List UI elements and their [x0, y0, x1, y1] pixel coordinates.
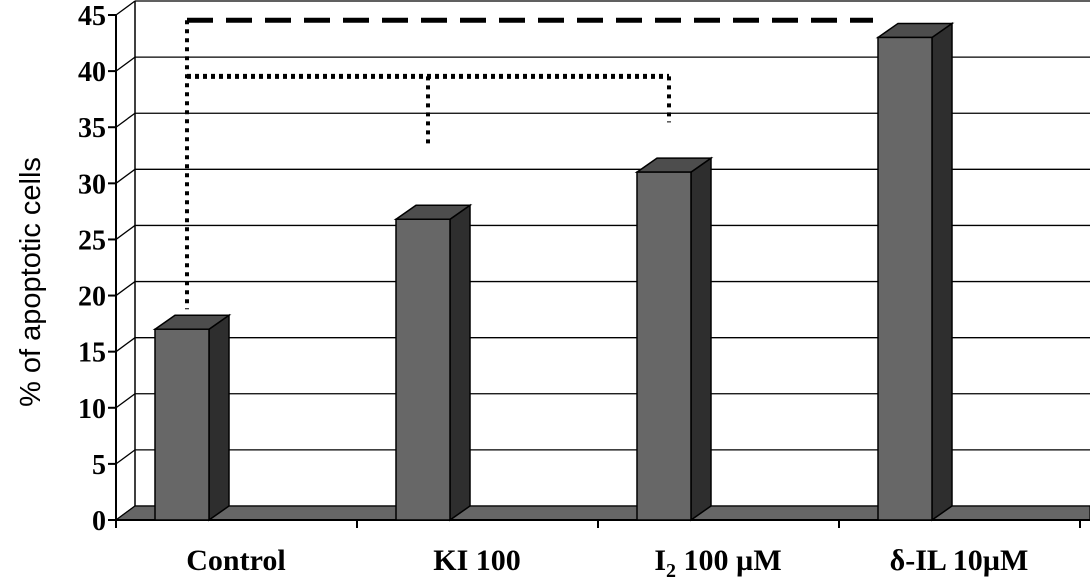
- gridline-side: [115, 224, 136, 240]
- y-tick-label: 0: [92, 506, 106, 537]
- y-tick-label: 40: [78, 57, 106, 88]
- bar-front: [877, 36, 933, 521]
- bar: [152, 313, 232, 522]
- gridline-side: [115, 393, 136, 409]
- bar-side: [931, 22, 953, 522]
- gridline-side: [115, 168, 136, 184]
- y-tick-label: 15: [78, 338, 106, 369]
- gridline-side: [115, 449, 136, 465]
- gridline-side: [115, 337, 136, 353]
- comparison-bracket: [187, 73, 671, 147]
- y-tick-label: 5: [92, 450, 106, 481]
- x-tick-label: δ-IL 10µM: [890, 544, 1029, 577]
- x-tick-label: Control: [186, 544, 285, 577]
- gridline-side: [115, 112, 136, 128]
- y-tick-label: 30: [78, 169, 106, 200]
- y-tick-label: 25: [78, 225, 106, 256]
- y-tick-label: 20: [78, 282, 106, 313]
- bar: [634, 156, 714, 522]
- y-axis-title: % of apoptotic cells: [15, 157, 47, 407]
- gridline-side: [115, 0, 136, 16]
- bar-side: [449, 203, 471, 522]
- gridline-side: [115, 56, 136, 72]
- y-tick-labels: 0 5 10 15 20 25 30 35 40 45: [78, 1, 106, 537]
- bar-front: [154, 328, 210, 521]
- x-tick-label: I2 100 µM: [654, 544, 781, 581]
- bar-front: [395, 218, 451, 521]
- bar-side: [208, 313, 230, 522]
- comparison-bracket: [185, 17, 873, 310]
- bar: [393, 203, 473, 522]
- bar-front: [636, 171, 692, 521]
- y-tick-label: 35: [78, 113, 106, 144]
- y-tick-label: 45: [78, 1, 106, 32]
- bar: [875, 22, 955, 522]
- bar-side: [690, 156, 712, 522]
- x-tick-labels: Control KI 100 I2 100 µM δ-IL 10µM: [186, 544, 1028, 581]
- x-tick-label: KI 100: [433, 544, 521, 577]
- comparison-brackets: [185, 17, 873, 310]
- y-tick-label: 10: [78, 394, 106, 425]
- gridline-side: [115, 281, 136, 297]
- bars: [152, 22, 955, 522]
